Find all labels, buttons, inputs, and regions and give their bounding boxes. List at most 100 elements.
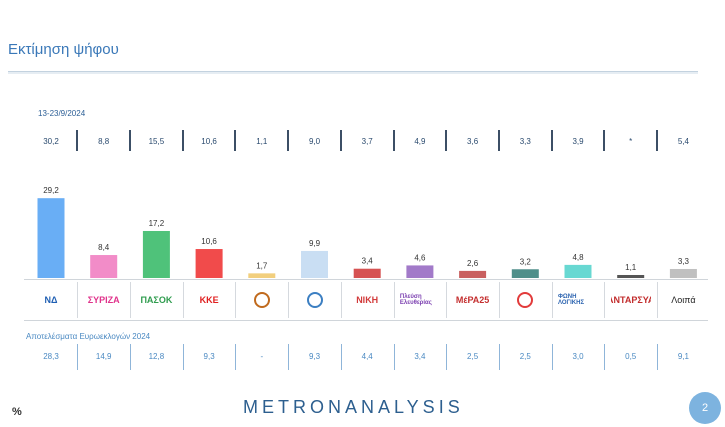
nd-logo: ΝΔ	[31, 286, 71, 314]
logo-text: ΚΚΕ	[199, 295, 219, 305]
page-number-badge: 2	[689, 392, 721, 424]
bar-1	[37, 198, 65, 278]
data-label: 9,9	[309, 239, 321, 248]
kinima-logo	[505, 286, 545, 314]
logo-separator	[551, 282, 553, 318]
logo-separator	[604, 282, 606, 318]
logo-separator	[288, 282, 290, 318]
euro-result-value: 14,9	[95, 352, 112, 361]
bar-10	[511, 269, 539, 278]
logo-separator	[77, 282, 79, 318]
previous-estimate-value: 3,3	[519, 137, 531, 146]
logo-text: ΣΥΡΙΖΑ	[87, 295, 120, 305]
brand-logo: METRONANALYSIS	[243, 397, 464, 417]
syriza-logo: ΣΥΡΙΖΑ	[84, 286, 124, 314]
logo-separator	[235, 282, 237, 318]
previous-estimate-value: *	[629, 137, 633, 146]
data-label: 8,4	[98, 243, 110, 252]
plefsi-logo: Πλεύση Ελευθερίας	[400, 286, 440, 314]
data-label: 3,4	[362, 257, 374, 266]
bar-7	[353, 268, 381, 278]
euro-result-value: 9,3	[203, 352, 215, 361]
bar-6	[301, 250, 328, 278]
logo-separator	[182, 282, 184, 318]
unit-label: %	[12, 406, 22, 418]
column-separator	[497, 130, 500, 151]
previous-estimate-value: 4,9	[414, 137, 426, 146]
previous-estimate-value: 9,0	[308, 137, 321, 146]
foni-logikis-logo: ΦΩΝΗ ΛΟΓΙΚΗΣ	[558, 286, 598, 314]
previous-estimate-value: 5,4	[677, 137, 689, 146]
logo-separator	[340, 282, 342, 318]
euro-result-value: 0,5	[625, 352, 637, 361]
euro-result-value: 9,1	[677, 352, 689, 361]
previous-estimate-value: 3,9	[572, 137, 584, 146]
data-label: 29,2	[43, 186, 59, 195]
euro-result-value: 2,5	[467, 352, 479, 361]
bar-9	[459, 270, 487, 278]
data-label: 2,6	[467, 259, 479, 268]
logo-separator	[498, 282, 500, 318]
previous-estimate-value: 10,6	[201, 137, 217, 146]
column-separator	[340, 344, 342, 370]
title-underline	[8, 71, 698, 74]
column-separator	[129, 130, 132, 151]
logo-text: ΝΔ	[44, 295, 58, 305]
bar-3	[142, 230, 170, 278]
bar-2	[90, 255, 118, 278]
column-separator	[130, 344, 132, 370]
spartiates-logo	[242, 286, 282, 314]
column-separator	[235, 344, 237, 370]
column-separator	[446, 344, 448, 370]
logo-text: ΜέΡΑ25	[455, 295, 490, 305]
column-separator	[604, 344, 606, 370]
data-label: 17,2	[149, 219, 165, 228]
bar-4	[195, 249, 223, 278]
euro-result-value: 3,4	[414, 352, 426, 361]
column-separator	[181, 130, 184, 151]
euro-result-value: 2,5	[519, 352, 531, 361]
previous-estimate-value: 3,7	[361, 137, 373, 146]
logo-text: Λοιπά	[671, 295, 696, 305]
column-separator	[657, 344, 659, 370]
column-separator	[234, 130, 237, 151]
previous-estimate-value: 1,1	[256, 137, 268, 146]
data-label: 1,1	[625, 263, 637, 272]
logo-text: ΑΝΤΑΡΣΥΑ	[611, 295, 651, 305]
column-separator	[182, 344, 184, 370]
previous-estimate-value: 30,2	[43, 137, 59, 146]
column-separator	[287, 130, 290, 151]
data-label: 1,7	[256, 261, 268, 270]
date-label: 13-23/9/2024	[38, 109, 86, 118]
column-separator	[656, 130, 659, 151]
page-title: Εκτίμηση ψήφου	[8, 41, 119, 58]
mera25-logo: ΜέΡΑ25	[453, 286, 493, 314]
previous-estimate-value: 3,6	[467, 137, 479, 146]
column-separator	[288, 344, 290, 370]
pasok-logo: ΠΑΣΟΚ	[136, 286, 176, 314]
logo-text: ΠΑΣΟΚ	[140, 295, 173, 305]
column-separator	[603, 130, 606, 151]
column-separator	[498, 344, 500, 370]
euro-results-label: Αποτελέσματα Ευρωεκλογών 2024	[26, 332, 151, 341]
antarsya-logo: ΑΝΤΑΡΣΥΑ	[611, 286, 651, 314]
party-logo-strip	[24, 279, 708, 321]
column-separator	[551, 344, 553, 370]
euro-result-value: 28,3	[43, 352, 59, 361]
logo-separator	[130, 282, 132, 318]
data-label: 3,3	[678, 257, 690, 266]
kke-logo: ΚΚΕ	[189, 286, 229, 314]
logo-separator	[657, 282, 659, 318]
column-separator	[77, 344, 79, 370]
data-label: 3,2	[520, 257, 532, 266]
euro-result-value: 4,4	[361, 352, 373, 361]
euro-result-value: 9,3	[308, 352, 321, 361]
elliniki-lysi-logo	[295, 286, 335, 314]
column-separator	[393, 344, 395, 370]
previous-estimate-value: 8,8	[98, 137, 110, 146]
data-label: 4,6	[414, 253, 426, 262]
logo-text: ΦΩΝΗ ΛΟΓΙΚΗΣ	[558, 294, 585, 306]
bar-8	[406, 265, 434, 278]
